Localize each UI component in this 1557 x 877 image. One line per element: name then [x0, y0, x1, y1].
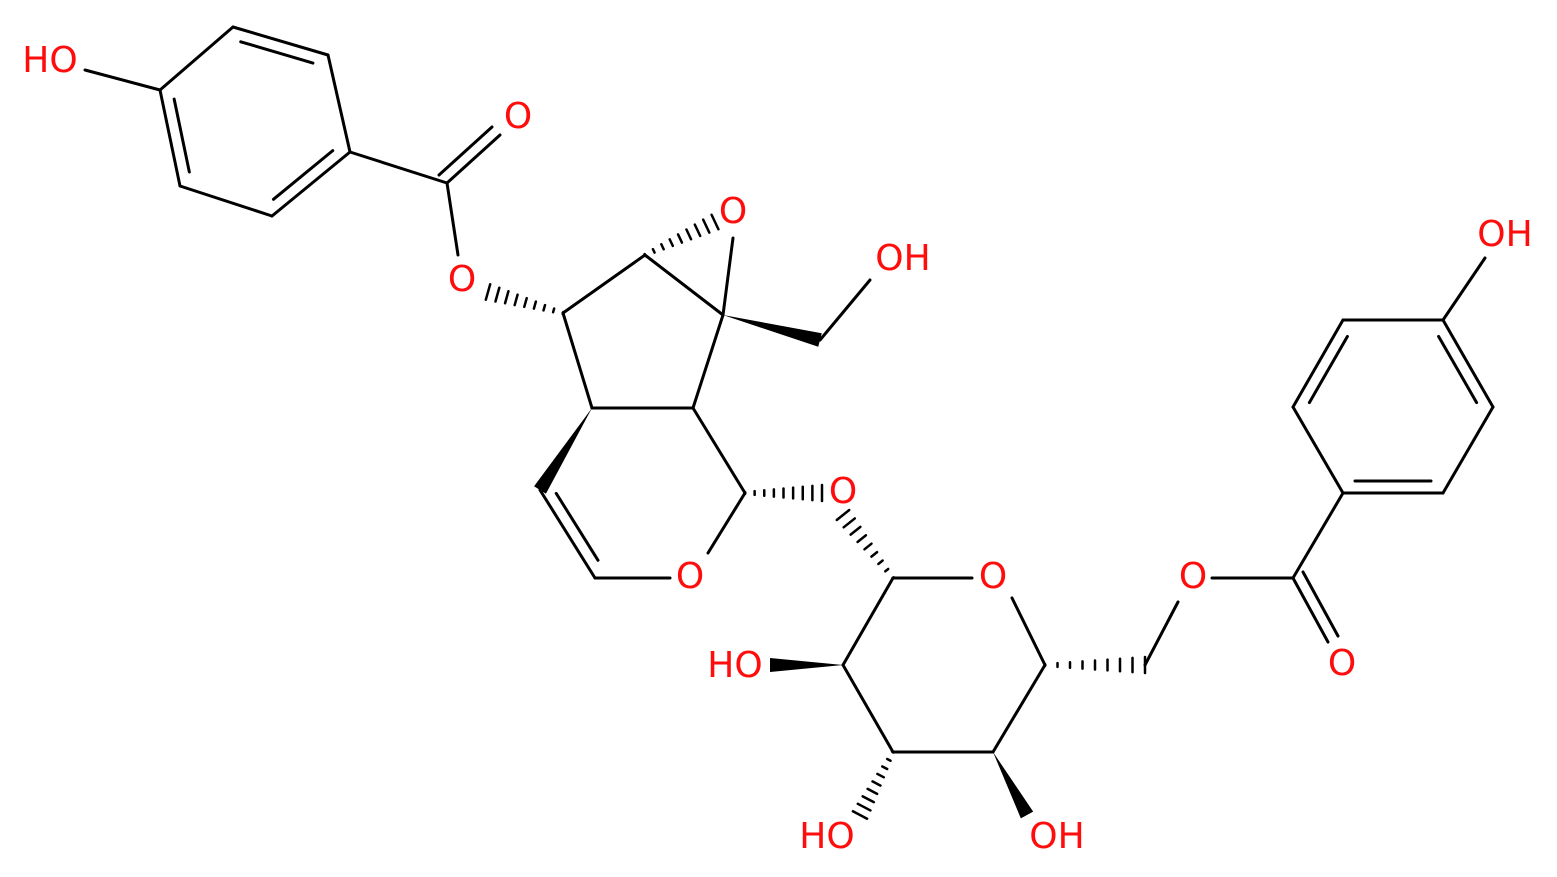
bond: [1010, 596, 1047, 667]
bond: [172, 97, 191, 174]
bond: [691, 406, 747, 495]
bond: [271, 149, 335, 201]
bond: [1437, 334, 1479, 405]
atom-label: O: [719, 191, 747, 232]
bond: [991, 663, 1047, 754]
bond: [841, 576, 895, 667]
bond: [561, 311, 594, 410]
bond: [523, 296, 528, 309]
bond: [542, 303, 547, 312]
bond: [513, 293, 519, 307]
atom-label: HO: [707, 645, 762, 686]
bond: [885, 757, 892, 762]
bonds: [83, 25, 1495, 820]
bond: [1307, 334, 1349, 405]
bond: [1441, 318, 1495, 409]
bond: [849, 525, 862, 536]
bond: [270, 150, 352, 218]
bond: [561, 253, 647, 315]
bond: [841, 663, 895, 754]
atom-label: O: [676, 556, 704, 597]
bond: [993, 752, 1034, 819]
bond: [348, 150, 449, 185]
bond: [721, 236, 735, 317]
bond: [691, 313, 725, 410]
bond: [1291, 405, 1345, 495]
bond: [1441, 256, 1487, 322]
bond: [445, 181, 460, 257]
bond: [706, 491, 747, 555]
atom-label: OH: [1477, 214, 1532, 255]
bond: [870, 550, 879, 558]
atom-label: OH: [875, 238, 930, 279]
bond: [158, 25, 235, 92]
bond: [866, 787, 879, 796]
bond: [484, 283, 492, 301]
bond: [231, 25, 330, 57]
bond: [445, 133, 502, 185]
bond: [884, 567, 890, 573]
bond: [818, 278, 872, 342]
bond: [532, 300, 538, 310]
bond: [876, 772, 886, 779]
bond: [1301, 570, 1340, 638]
bond: [710, 213, 720, 231]
atom-label: HO: [799, 816, 854, 857]
atom-label: O: [1179, 556, 1207, 597]
bond: [538, 488, 597, 580]
bond: [676, 233, 684, 244]
bond: [693, 223, 702, 238]
bond: [1291, 491, 1345, 580]
atom-label: HO: [22, 40, 77, 81]
bond: [1291, 576, 1330, 644]
bond: [178, 184, 274, 218]
bond: [437, 125, 494, 177]
bond: [835, 508, 851, 522]
bond: [554, 491, 600, 562]
bond: [723, 315, 822, 347]
bond: [863, 542, 873, 551]
bond: [842, 517, 857, 529]
bond: [668, 238, 675, 248]
bond: [861, 795, 876, 804]
bond: [877, 559, 884, 566]
bond: [643, 253, 725, 317]
bond: [551, 307, 556, 314]
bond: [1143, 600, 1180, 667]
bond: [871, 780, 882, 787]
bond: [1441, 405, 1495, 495]
bond: [770, 658, 843, 672]
bond: [701, 218, 711, 234]
bond: [685, 228, 693, 241]
bond: [851, 810, 869, 820]
bond: [856, 802, 872, 812]
bond: [856, 534, 868, 544]
bond: [651, 247, 656, 254]
bond: [494, 286, 501, 303]
bond: [1291, 318, 1345, 409]
atom-label: O: [829, 471, 857, 512]
bond: [660, 243, 665, 251]
bond: [881, 765, 889, 771]
bond: [643, 252, 647, 258]
bond: [890, 750, 896, 754]
bond: [239, 40, 315, 65]
atom-label: O: [979, 556, 1007, 597]
atom-label: O: [448, 259, 476, 300]
bond: [83, 68, 162, 92]
bond: [326, 53, 352, 154]
bond: [534, 408, 592, 494]
atom-label: O: [1328, 643, 1356, 684]
atom-label: OH: [1029, 816, 1084, 857]
atom-label: O: [504, 96, 532, 137]
bond: [158, 88, 182, 188]
bond: [503, 289, 510, 305]
